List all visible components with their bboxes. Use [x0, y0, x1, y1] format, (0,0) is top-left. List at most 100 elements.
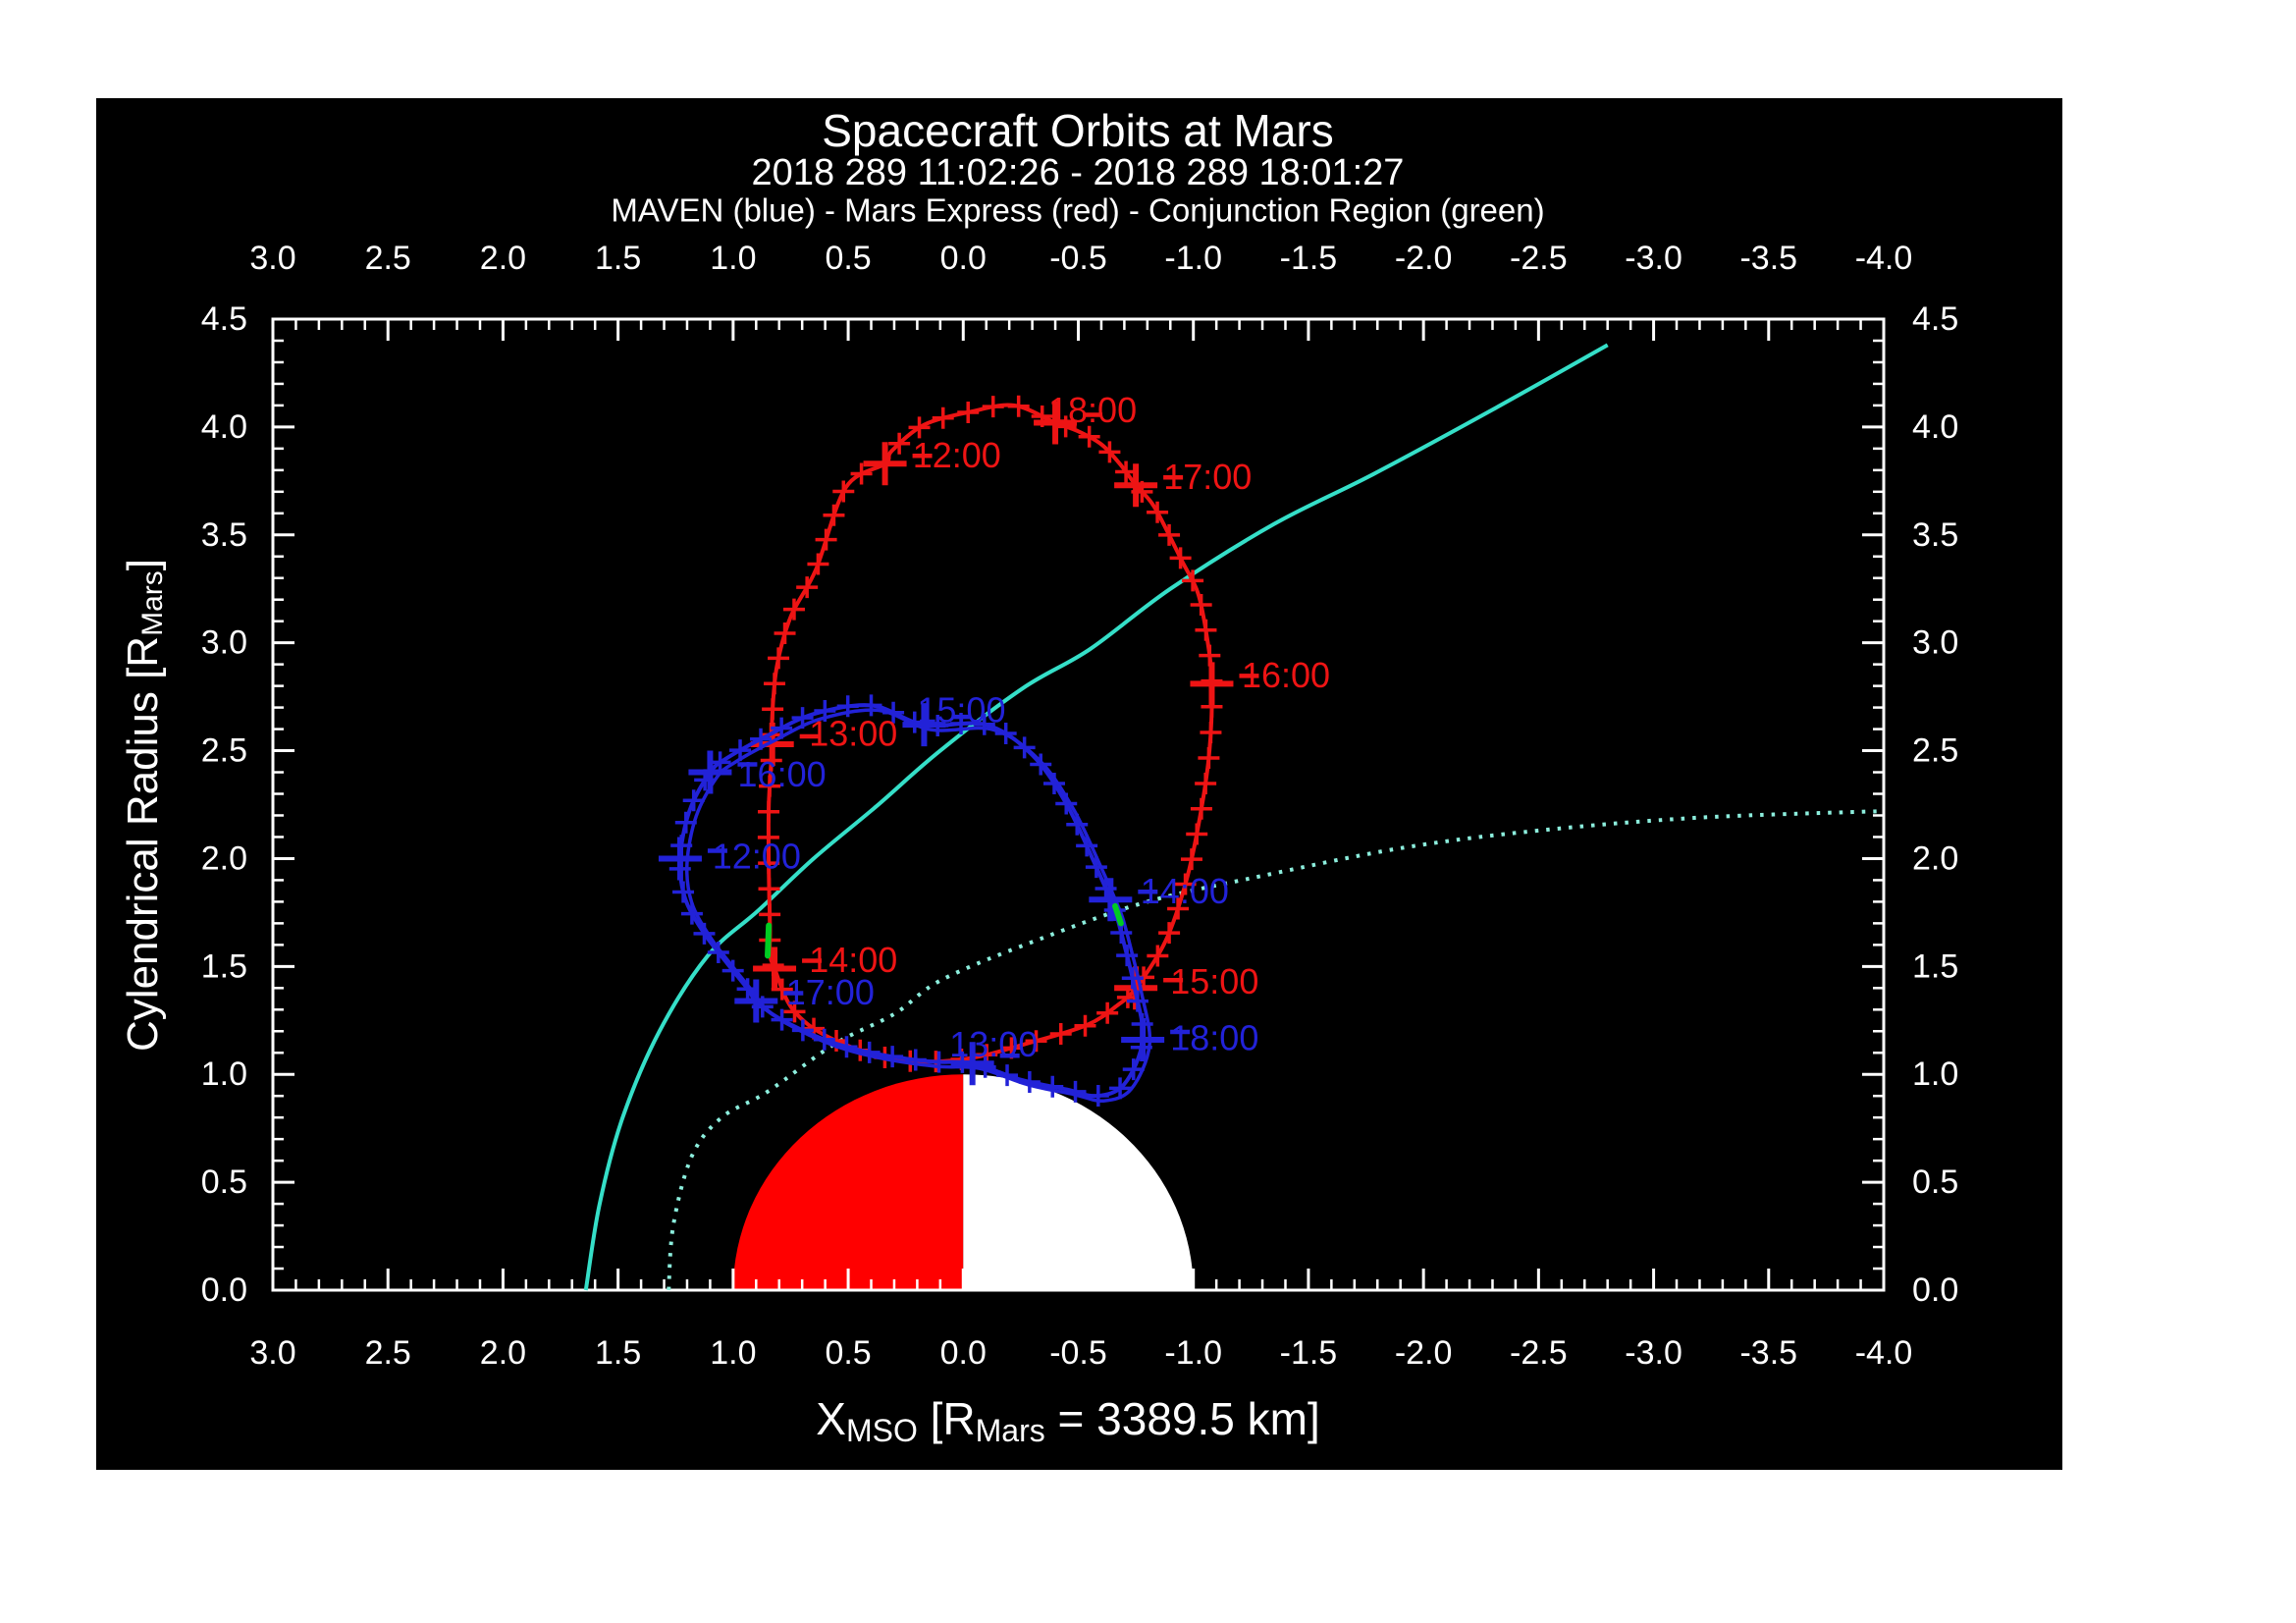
mars-express-orbit-hour-mark: [1190, 662, 1234, 706]
conjunction-segment: [1112, 902, 1124, 927]
maven-hour-label: 13:00: [949, 1024, 1038, 1064]
axis-title-subscript: Mars: [976, 1413, 1045, 1448]
mars-express-orbit-minor-tick: [783, 1001, 806, 1023]
axis-title-text: Cylendrical Radius [R: [119, 636, 167, 1052]
mars-express-hour-label: 17:00: [1163, 457, 1252, 497]
chart-subtitle: 2018 289 11:02:26 - 2018 289 18:01:27: [752, 152, 1405, 193]
axes: 3.0 3.0 2.5 2.5 2.0 2.0 1.5 1.5 1.0 1.0 0.5 0.5 0.0 0…: [201, 240, 1959, 1372]
x-axis-tick-label-bottom: -2.5: [1510, 1334, 1568, 1372]
mars-express-orbit-minor-tick: [850, 462, 873, 485]
maven-orbit-group: [658, 694, 1191, 1108]
mars-express-orbit-minor-tick: [758, 852, 780, 875]
maven-orbit-hour-mark: [902, 703, 946, 747]
axis-title-subscript: MSO: [846, 1413, 918, 1448]
maven-orbit-minor-tick: [1030, 753, 1052, 776]
generated-plot-content: 3.0 3.0 2.5 2.5 2.0 2.0 1.5 1.5 1.0 1.0 0.5 0.5 0.0 0…: [201, 240, 1959, 1372]
mars-express-orbit-minor-tick: [759, 775, 781, 797]
maven-orbit-minor-tick: [881, 1046, 904, 1068]
maven-hour-label: 15:00: [917, 689, 1005, 730]
mars-express-orbit-minor-tick: [1186, 823, 1208, 845]
maven-orbit-hour-mark: [658, 837, 702, 881]
y-axis-tick-label-right: 1.0: [1912, 1055, 1958, 1093]
mpb-boundary-line: [667, 809, 1885, 1291]
maven-orbit-minor-tick: [1041, 1075, 1064, 1098]
mars-express-orbit-minor-tick: [957, 401, 980, 423]
mars-express-orbit-minor-tick: [1200, 721, 1222, 743]
y-axis-tick-label-left: 4.0: [201, 408, 247, 446]
y-axis-tick-label-right: 1.5: [1912, 947, 1958, 985]
x-axis-tick-label-bottom: 3.0: [249, 1334, 295, 1372]
mars-express-orbit-minor-tick: [758, 878, 780, 900]
mars-express-orbit-minor-tick: [1174, 873, 1197, 895]
mars-express-orbit-minor-tick: [1147, 945, 1169, 967]
mars-express-orbit-minor-tick: [832, 480, 855, 503]
y-axis-tick-label-right: 3.0: [1912, 624, 1958, 662]
x-axis-tick-label-top: 0.5: [825, 240, 871, 277]
mars-express-orbit-minor-tick: [1074, 1014, 1096, 1037]
mars-express-orbit-minor-tick: [1190, 594, 1212, 617]
x-axis-tick-label-top: 2.0: [480, 240, 526, 277]
x-axis-tick-label-bottom: -3.0: [1625, 1334, 1682, 1372]
mars-express-orbit-minor-tick: [1147, 501, 1169, 523]
maven-orbit-hour-mark: [950, 1042, 994, 1086]
mars-express-orbit-minor-tick: [782, 598, 805, 621]
chart-legend: MAVEN (blue) - Mars Express (red) - Conj…: [611, 192, 1544, 229]
x-axis-tick-label-top: -0.5: [1049, 240, 1107, 277]
y-axis-title: Cylendrical Radius [RMars]: [119, 559, 169, 1052]
mars-disk: [732, 1074, 1194, 1290]
mars-express-orbit-minor-tick: [1007, 395, 1030, 417]
maven-hour-label: 18:00: [1170, 1017, 1258, 1057]
y-axis-tick-label-right: 4.0: [1912, 408, 1958, 446]
mars-express-orbit-minor-tick: [1180, 848, 1202, 871]
x-axis-title: XMSO [RMars = 3389.5 km]: [816, 1393, 1319, 1448]
maven-orbit-minor-tick: [707, 941, 729, 963]
maven-orbit-second-pass: [684, 708, 1152, 1104]
mars-express-orbit-minor-tick: [932, 406, 954, 429]
y-axis-tick-label-left: 1.0: [201, 1055, 247, 1093]
y-axis-tick-label-left: 4.5: [201, 300, 247, 338]
mars-express-hour-label: 14:00: [809, 940, 897, 980]
y-axis-tick-label-left: 2.5: [201, 732, 247, 770]
x-axis-tick-label-bottom: -1.5: [1280, 1334, 1338, 1372]
maven-hour-label: 17:00: [786, 972, 875, 1012]
maven-hour-label: 12:00: [713, 837, 801, 877]
bow-shock-line: [583, 343, 1609, 1291]
mars-express-orbit-minor-tick: [1198, 747, 1220, 770]
mars-express-orbit-minor-tick: [1182, 569, 1204, 592]
maven-orbit-minor-tick: [904, 1049, 927, 1071]
maven-hour-label: 16:00: [738, 754, 827, 794]
mars-express-orbit-hour-mark: [753, 947, 797, 991]
chart-title: Spacecraft Orbits at Mars: [822, 105, 1334, 156]
x-axis-tick-label-bottom: -0.5: [1049, 1334, 1107, 1372]
x-axis-tick-label-bottom: 1.5: [595, 1334, 641, 1372]
x-axis-tick-label-top: 1.0: [710, 240, 756, 277]
mars-express-orbit-minor-tick: [1169, 547, 1192, 569]
x-axis-tick-label-bottom: -4.0: [1855, 1334, 1913, 1372]
mars-express-orbit-minor-tick: [796, 576, 819, 599]
maven-orbit-hour-mark: [734, 979, 778, 1023]
mars-express-orbit-minor-tick: [764, 673, 786, 695]
mars-express-orbit-minor-tick: [1049, 1023, 1072, 1046]
x-axis-tick-label-top: -4.0: [1855, 240, 1913, 277]
x-axis-tick-label-top: 3.0: [249, 240, 295, 277]
maven-orbit-minor-tick: [1087, 1085, 1109, 1108]
mars-express-orbit-minor-tick: [1190, 797, 1212, 820]
mars-express-orbit-minor-tick: [762, 698, 784, 721]
mars-express-orbit-minor-tick: [768, 647, 790, 670]
maven-orbit-hour-mark: [1121, 1018, 1165, 1062]
orbit-hour-labels: 12:00 13:00 14:00 15:00 16:00 17:00 18:00 12:00…: [713, 390, 1330, 1064]
mars-express-orbit-minor-tick: [1158, 523, 1181, 546]
x-axis-tick-label-bottom: -2.0: [1395, 1334, 1453, 1372]
x-axis-tick-label-top: -1.0: [1164, 240, 1222, 277]
mars-express-orbit-minor-tick: [759, 903, 781, 926]
mars-dayside-half: [732, 1074, 964, 1290]
maven-orbit-minor-tick: [721, 959, 744, 982]
mars-nightside-half: [963, 1074, 1194, 1290]
x-axis-tick-label-top: -2.5: [1510, 240, 1568, 277]
maven-hour-label: 14:00: [1141, 871, 1229, 911]
mars-express-orbit-hour-mark: [863, 442, 907, 486]
x-axis-tick-label-top: 1.5: [595, 240, 641, 277]
x-axis-tick-label-bottom: 1.0: [710, 1334, 756, 1372]
